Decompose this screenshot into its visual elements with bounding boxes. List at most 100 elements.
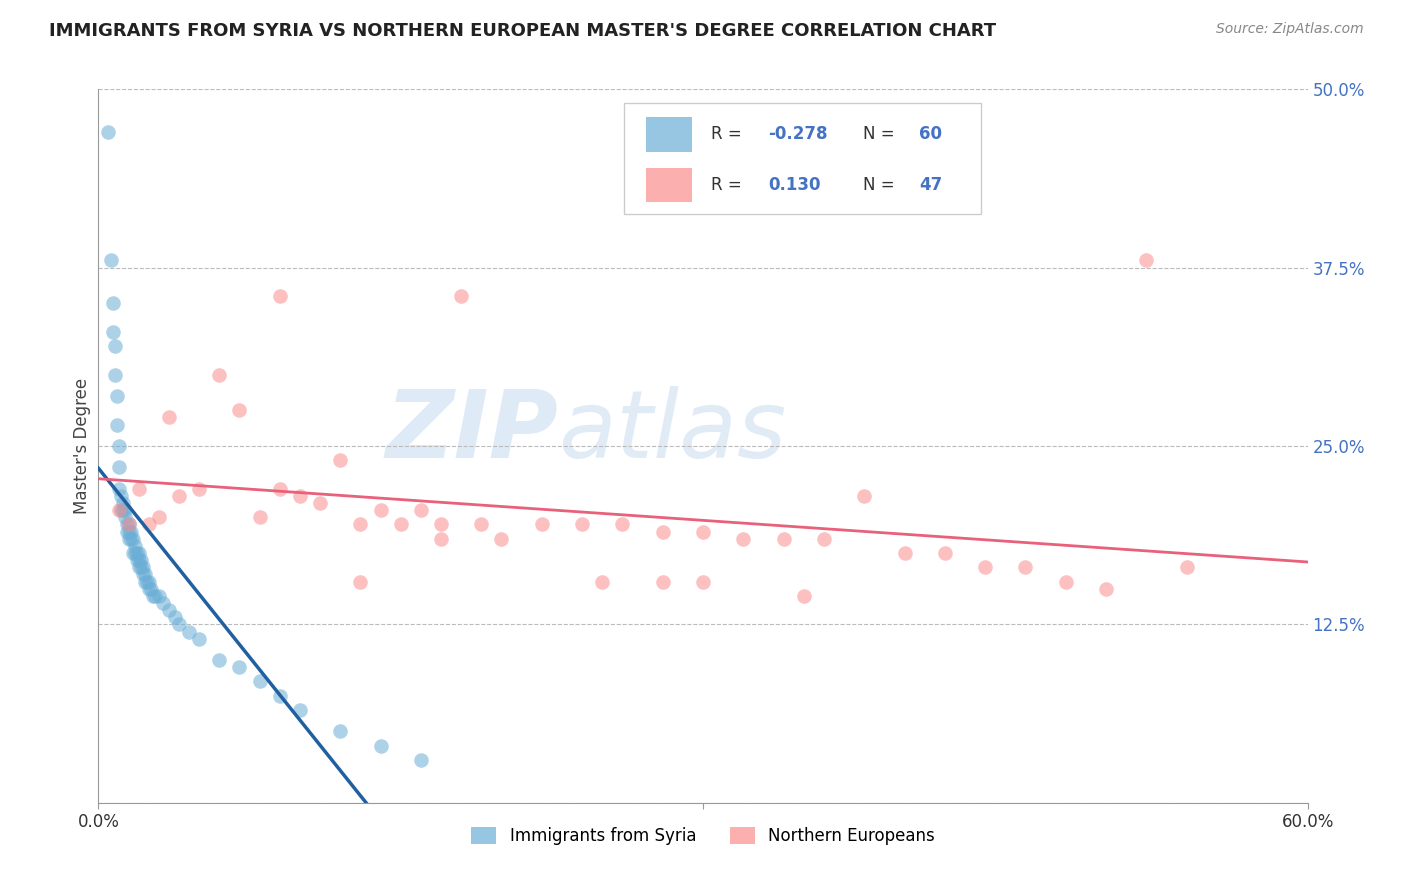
Text: ZIP: ZIP bbox=[385, 385, 558, 478]
Point bbox=[143, 589, 166, 603]
Point bbox=[772, 532, 794, 546]
Point bbox=[288, 703, 311, 717]
Point bbox=[118, 517, 141, 532]
FancyBboxPatch shape bbox=[624, 103, 981, 214]
Point bbox=[157, 410, 180, 425]
Point bbox=[135, 574, 157, 589]
Point bbox=[107, 460, 129, 475]
Point bbox=[409, 503, 432, 517]
Point bbox=[118, 532, 141, 546]
Point bbox=[269, 482, 291, 496]
Point bbox=[1135, 253, 1157, 268]
Text: 47: 47 bbox=[920, 177, 942, 194]
Point bbox=[1054, 574, 1077, 589]
Point bbox=[111, 496, 134, 510]
Y-axis label: Master's Degree: Master's Degree bbox=[73, 378, 91, 514]
Point bbox=[107, 439, 129, 453]
Point bbox=[134, 574, 156, 589]
Point bbox=[208, 653, 231, 667]
Point bbox=[249, 674, 271, 689]
Point bbox=[309, 496, 332, 510]
Point bbox=[124, 546, 146, 560]
Point bbox=[188, 632, 211, 646]
Point bbox=[893, 546, 915, 560]
Point bbox=[530, 517, 553, 532]
Point bbox=[101, 325, 124, 339]
Point bbox=[329, 453, 352, 467]
Point bbox=[269, 289, 291, 303]
Point bbox=[100, 253, 122, 268]
Point bbox=[125, 546, 148, 560]
Point bbox=[134, 567, 156, 582]
Point bbox=[571, 517, 593, 532]
Point bbox=[110, 503, 132, 517]
Legend: Immigrants from Syria, Northern Europeans: Immigrants from Syria, Northern European… bbox=[465, 820, 941, 852]
Point bbox=[139, 582, 162, 596]
Point bbox=[651, 524, 673, 539]
Point bbox=[430, 517, 453, 532]
Point bbox=[249, 510, 271, 524]
Point bbox=[228, 403, 250, 417]
Point bbox=[389, 517, 412, 532]
Point bbox=[450, 289, 472, 303]
Text: N =: N = bbox=[863, 126, 900, 144]
Point bbox=[115, 517, 138, 532]
Point bbox=[288, 489, 311, 503]
Point bbox=[179, 624, 201, 639]
Point bbox=[105, 417, 128, 432]
Text: IMMIGRANTS FROM SYRIA VS NORTHERN EUROPEAN MASTER'S DEGREE CORRELATION CHART: IMMIGRANTS FROM SYRIA VS NORTHERN EUROPE… bbox=[49, 22, 997, 40]
Point bbox=[208, 368, 231, 382]
Point bbox=[128, 560, 150, 574]
Point bbox=[121, 532, 143, 546]
Point bbox=[129, 553, 152, 567]
Point bbox=[97, 125, 120, 139]
Point bbox=[120, 532, 142, 546]
Point bbox=[692, 524, 714, 539]
Point bbox=[167, 489, 190, 503]
Point bbox=[128, 482, 150, 496]
Point bbox=[110, 489, 132, 503]
Point bbox=[167, 617, 190, 632]
Point bbox=[934, 546, 956, 560]
Point bbox=[349, 574, 371, 589]
Text: 0.130: 0.130 bbox=[768, 177, 821, 194]
Point bbox=[1095, 582, 1118, 596]
Point bbox=[612, 517, 634, 532]
Point bbox=[409, 753, 432, 767]
Point bbox=[107, 503, 129, 517]
Point bbox=[692, 574, 714, 589]
Point bbox=[125, 553, 148, 567]
Point bbox=[148, 510, 170, 524]
Text: R =: R = bbox=[711, 177, 752, 194]
Text: R =: R = bbox=[711, 126, 748, 144]
Text: 60: 60 bbox=[920, 126, 942, 144]
Point bbox=[591, 574, 613, 589]
Text: Source: ZipAtlas.com: Source: ZipAtlas.com bbox=[1216, 22, 1364, 37]
Point bbox=[269, 689, 291, 703]
Text: atlas: atlas bbox=[558, 386, 786, 477]
Bar bbox=[647, 118, 692, 152]
Point bbox=[329, 724, 352, 739]
Point bbox=[121, 546, 143, 560]
Point bbox=[733, 532, 755, 546]
Point bbox=[1175, 560, 1198, 574]
Point bbox=[1014, 560, 1036, 574]
Point bbox=[114, 503, 136, 517]
Point bbox=[152, 596, 174, 610]
Point bbox=[228, 660, 250, 674]
Point bbox=[470, 517, 492, 532]
Point bbox=[138, 574, 160, 589]
Text: N =: N = bbox=[863, 177, 900, 194]
Point bbox=[188, 482, 211, 496]
Point bbox=[118, 524, 141, 539]
Bar bbox=[647, 169, 692, 202]
Point bbox=[107, 482, 129, 496]
Point bbox=[128, 553, 150, 567]
Point bbox=[118, 517, 141, 532]
Point bbox=[491, 532, 513, 546]
Point bbox=[129, 560, 152, 574]
Point bbox=[132, 560, 155, 574]
Point bbox=[163, 610, 186, 624]
Point bbox=[370, 739, 392, 753]
Point bbox=[103, 368, 125, 382]
